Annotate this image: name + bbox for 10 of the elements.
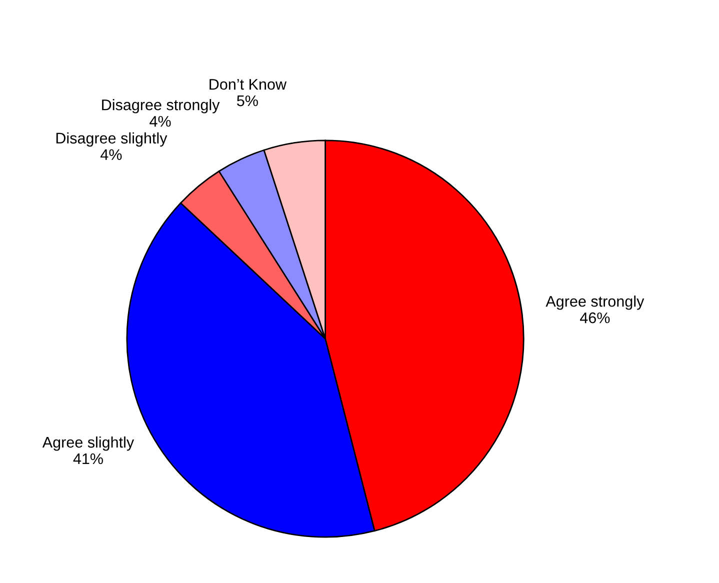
slice-label: Agree slightly <box>42 436 134 451</box>
slice-label: Disagree strongly <box>102 99 220 114</box>
data-label: 5% <box>237 95 258 106</box>
slice-label: Disagree slightly <box>56 132 168 147</box>
slice-label: Don’t Know <box>210 79 287 90</box>
slice-label: Agree strongly <box>546 296 644 310</box>
data-label: 46% <box>580 312 610 324</box>
data-label: 41% <box>73 453 103 464</box>
data-label: 4% <box>150 116 171 127</box>
data-label: 4% <box>100 149 122 160</box>
